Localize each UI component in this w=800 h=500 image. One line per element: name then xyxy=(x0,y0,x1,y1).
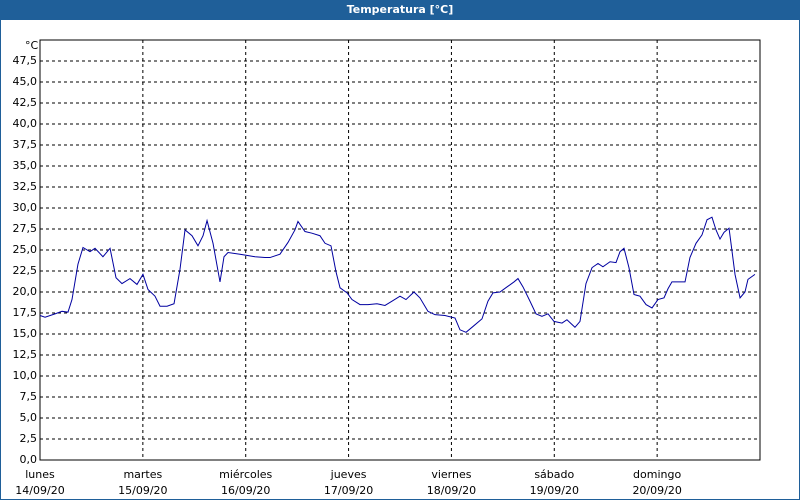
x-tick-label: lunes xyxy=(25,468,55,481)
x-tick-label: domingo xyxy=(633,468,681,481)
y-tick-label: 5,0 xyxy=(20,411,38,424)
y-tick-label: 45,0 xyxy=(13,75,38,88)
y-tick-label: 7,5 xyxy=(20,390,38,403)
x-tick-date: 14/09/20 xyxy=(15,484,64,497)
chart-title: Temperatura [°C] xyxy=(347,3,454,16)
temperature-line xyxy=(39,216,756,333)
x-tick-date: 18/09/20 xyxy=(427,484,476,497)
y-tick-label: 12,5 xyxy=(13,348,38,361)
y-unit: °C xyxy=(25,39,39,52)
y-tick-label: 0,0 xyxy=(20,453,38,466)
x-tick-label: martes xyxy=(123,468,162,481)
y-tick-label: 37,5 xyxy=(13,138,38,151)
y-tick-label: 27,5 xyxy=(13,222,38,235)
title-bar xyxy=(0,0,800,20)
y-tick-label: 10,0 xyxy=(13,369,38,382)
x-tick-label: viernes xyxy=(431,468,471,481)
x-tick-date: 19/09/20 xyxy=(530,484,579,497)
x-tick-date: 20/09/20 xyxy=(632,484,681,497)
x-tick-date: 16/09/20 xyxy=(221,484,270,497)
y-tick-label: 32,5 xyxy=(13,180,38,193)
y-tick-label: 22,5 xyxy=(13,264,38,277)
y-tick-label: 25,0 xyxy=(13,243,38,256)
y-tick-label: 17,5 xyxy=(13,306,38,319)
y-tick-label: 42,5 xyxy=(13,96,38,109)
y-tick-label: 2,5 xyxy=(20,432,38,445)
y-tick-label: 40,0 xyxy=(13,117,38,130)
x-tick-label: miércoles xyxy=(219,468,272,481)
y-tick-label: 47,5 xyxy=(13,54,38,67)
y-tick-label: 20,0 xyxy=(13,285,38,298)
x-tick-date: 15/09/20 xyxy=(118,484,167,497)
x-tick-date: 17/09/20 xyxy=(324,484,373,497)
y-tick-label: 15,0 xyxy=(13,327,38,340)
y-tick-label: 30,0 xyxy=(13,201,38,214)
y-tick-label: 35,0 xyxy=(13,159,38,172)
x-tick-label: jueves xyxy=(330,468,367,481)
x-tick-label: sábado xyxy=(534,468,574,481)
